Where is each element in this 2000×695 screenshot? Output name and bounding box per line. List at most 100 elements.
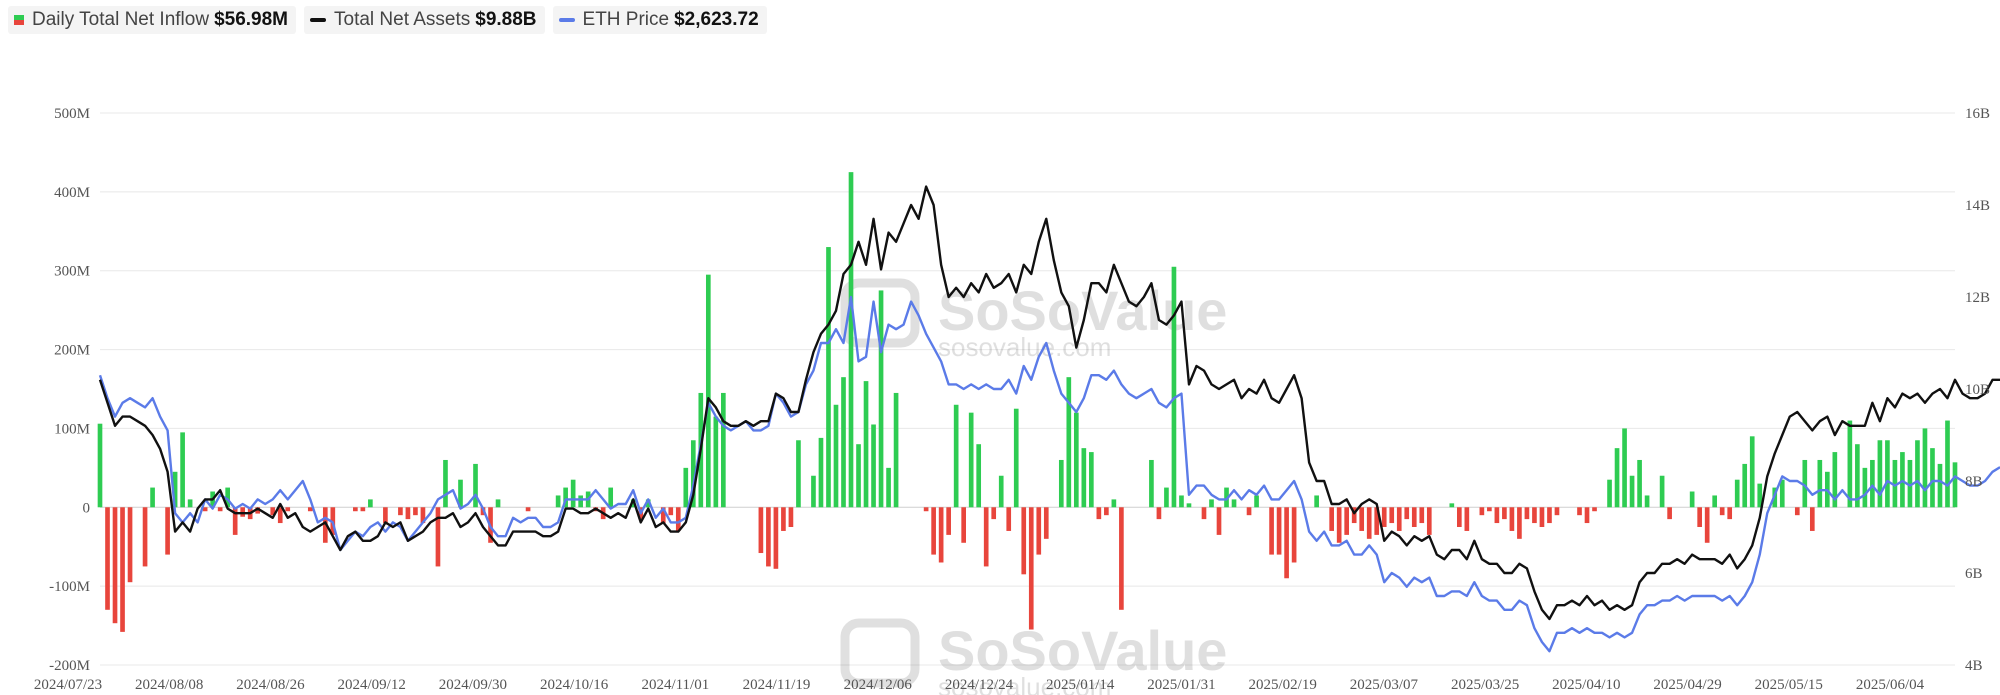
watermark-url-top: sosovalue.com: [938, 332, 1111, 362]
outflow-bar: [1419, 507, 1425, 524]
outflow-bar: [1584, 507, 1590, 524]
outflow-bar: [946, 507, 951, 535]
outflow-bar: [405, 507, 411, 520]
outflow-bar: [1291, 507, 1297, 563]
inflow-bar: [180, 432, 185, 508]
inflow-bar: [811, 475, 816, 508]
legend-inflow-value: $56.98M: [214, 9, 289, 30]
outflow-bar: [413, 507, 418, 516]
outflow-bar: [420, 507, 426, 524]
legend-inflow-label: Daily Total Net Inflow: [32, 9, 210, 30]
inflow-bar: [818, 437, 824, 508]
right-axis-tick-label: 4B: [1965, 658, 1983, 674]
outflow-bar: [766, 507, 771, 567]
outflow-bar: [255, 507, 261, 514]
legend-total-net-assets[interactable]: Total Net Assets $9.88B: [304, 6, 545, 34]
outflow-bar: [1547, 507, 1552, 524]
inflow-bar: [953, 404, 959, 508]
legend-daily-net-inflow[interactable]: Daily Total Net Inflow $56.98M: [8, 6, 297, 34]
inflow-bar: [1952, 462, 1958, 508]
outflow-bar: [165, 507, 170, 555]
inflow-bar: [833, 404, 839, 508]
inflow-bar: [1164, 487, 1169, 508]
inflow-bar: [1930, 448, 1935, 508]
outflow-bar: [758, 507, 764, 554]
x-axis-tick-label: 2025/04/29: [1653, 677, 1721, 693]
outflow-bar: [1509, 507, 1515, 531]
inflow-bar: [1209, 499, 1214, 508]
outflow-bar: [1246, 507, 1252, 516]
inflow-bar: [1449, 503, 1455, 508]
outflow-bar: [1487, 507, 1492, 512]
inflow-bar: [1749, 436, 1755, 508]
inflow-bar: [1607, 479, 1612, 508]
legend-price-label: ETH Price: [582, 9, 670, 30]
x-axis-tick-label: 2025/06/04: [1856, 677, 1925, 693]
right-axis-tick-label: 14B: [1965, 198, 1990, 214]
outflow-bar: [1704, 507, 1710, 543]
x-axis-tick-label: 2024/11/19: [743, 677, 811, 693]
x-axis-tick-label: 2025/04/10: [1552, 677, 1620, 693]
inflow-bar: [1073, 412, 1079, 508]
inflow-bar: [863, 381, 869, 508]
outflow-bar: [360, 507, 366, 512]
outflow-bar: [525, 507, 531, 512]
outflow-bar: [1667, 507, 1672, 520]
inflow-bar: [1907, 459, 1913, 508]
x-axis-tick-label: 2025/03/25: [1451, 677, 1519, 693]
outflow-bar: [788, 507, 794, 527]
outflow-bar: [1697, 507, 1702, 527]
outflow-bar: [1592, 507, 1597, 512]
outflow-bar: [983, 507, 989, 567]
inflow-bar: [705, 274, 711, 508]
eth-price-line: [98, 295, 2000, 653]
x-axis-tick-label: 2024/09/12: [337, 677, 405, 693]
left-axis-tick-label: 200M: [54, 343, 90, 359]
inflow-bar: [443, 459, 448, 508]
outflow-bar: [1539, 507, 1545, 527]
outflow-bar: [322, 507, 328, 543]
outflow-bar: [1276, 507, 1282, 555]
outflow-bar: [232, 507, 238, 535]
outflow-bar: [1096, 507, 1102, 520]
outflow-bar: [1336, 507, 1342, 543]
inflow-bar: [1058, 459, 1064, 508]
left-axis-tick-label: -200M: [49, 658, 90, 674]
x-axis-tick-label: 2024/07/23: [34, 677, 102, 693]
outflow-bar: [1389, 507, 1395, 524]
inflow-bar: [187, 499, 193, 508]
x-axis-tick-label: 2024/11/01: [641, 677, 709, 693]
inflow-bar: [878, 290, 884, 508]
inflow-bar: [1877, 440, 1883, 508]
outflow-bar: [1284, 507, 1289, 579]
outflow-bar: [120, 507, 125, 632]
outflow-bar: [1517, 507, 1522, 539]
outflow-bar: [217, 507, 223, 512]
legend-eth-price[interactable]: ETH Price $2,623.72: [552, 6, 767, 34]
x-axis-tick-label: 2024/12/06: [844, 677, 913, 693]
inflow-bar: [1817, 459, 1823, 508]
inflow-bar: [1742, 463, 1748, 508]
outflow-bar: [1524, 507, 1530, 520]
chart-legend: Daily Total Net Inflow $56.98M Total Net…: [8, 6, 767, 34]
inflow-bar: [1224, 487, 1229, 508]
outflow-bar: [1006, 507, 1012, 531]
outflow-bar: [1809, 507, 1815, 531]
watermarks: SoSoValue sosovalue.com SoSoValue sosova…: [840, 278, 1227, 695]
inflow-bar: [368, 499, 373, 508]
series-lines: [98, 185, 2000, 653]
outflow-bar: [1411, 507, 1417, 527]
inflow-bar: [645, 499, 651, 508]
outflow-bar: [383, 507, 388, 524]
outflow-bar: [1028, 507, 1034, 630]
grid-lines: [100, 112, 1955, 666]
inflow-bar: [1659, 475, 1665, 508]
inflow-bar: [893, 392, 899, 508]
inflow-bar: [1862, 467, 1868, 508]
inflow-bar: [871, 424, 876, 508]
right-axis: 16B 14B 12B 10B 8B 6B 4B: [1965, 106, 1990, 674]
inflow-bar: [683, 467, 689, 508]
right-axis-tick-label: 12B: [1965, 290, 1990, 306]
left-axis-tick-label: 500M: [54, 106, 90, 122]
